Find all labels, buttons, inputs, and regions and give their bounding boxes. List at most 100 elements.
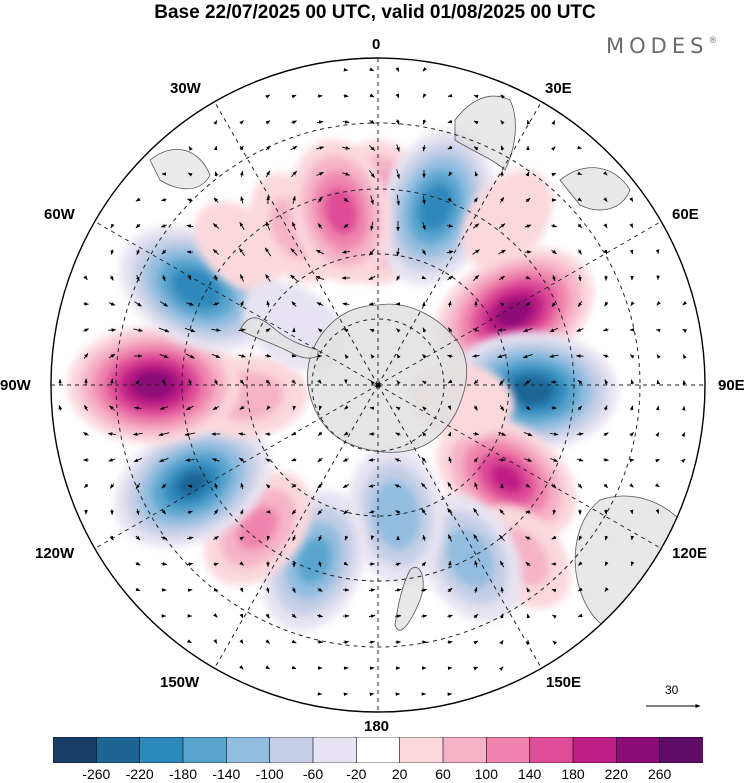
wind-vector <box>214 171 219 177</box>
wind-vector <box>159 353 169 359</box>
wind-vector <box>603 327 609 332</box>
wind-vector <box>266 535 271 541</box>
wind-vector <box>577 483 583 489</box>
wind-vector <box>341 250 350 254</box>
wind-vector <box>213 639 218 644</box>
wind-vector <box>186 198 193 203</box>
wind-vector <box>291 639 297 644</box>
wind-vector <box>238 432 246 436</box>
wind-vector <box>132 432 143 436</box>
wind-vector <box>133 406 142 410</box>
wind-vector <box>344 354 349 359</box>
wind-vector <box>473 274 479 282</box>
wind-vector <box>214 482 219 489</box>
wind-vector <box>239 665 244 670</box>
wind-vector <box>473 666 479 671</box>
wind-vector <box>603 405 608 411</box>
wind-vector <box>472 328 480 332</box>
lon-label-180: 180 <box>364 718 390 735</box>
wind-vector <box>421 561 427 567</box>
wind-vector <box>422 222 426 231</box>
wind-vector <box>368 302 375 306</box>
wind-vector <box>290 274 298 282</box>
wind-vector <box>522 353 533 359</box>
wind-vector <box>213 509 219 515</box>
wind-vector <box>448 171 453 177</box>
wind-vector <box>603 354 609 359</box>
wind-vector <box>499 379 505 385</box>
wind-vector <box>265 613 270 619</box>
wind-vector <box>577 587 583 592</box>
wind-vector <box>552 614 557 619</box>
wind-vectors <box>58 67 688 697</box>
anomaly-contour <box>131 369 177 401</box>
wind-vector <box>213 120 218 125</box>
colorbar-swatch <box>269 737 314 763</box>
wind-vector <box>316 172 324 176</box>
wind-vector <box>317 457 323 463</box>
wind-vector <box>577 197 583 202</box>
wind-vector <box>186 405 194 411</box>
colorbar-swatch <box>96 737 141 763</box>
colorbar-swatch <box>399 737 444 763</box>
wind-vector <box>422 67 427 72</box>
wind-vector <box>160 223 167 228</box>
wind-vector <box>109 483 115 489</box>
wind-vector <box>343 431 349 436</box>
wind-vector <box>291 457 297 462</box>
wind-vector <box>318 535 323 542</box>
wind-vector <box>214 274 219 281</box>
wind-vector <box>133 457 143 463</box>
wind-vector <box>265 273 271 282</box>
wind-vector <box>83 328 89 333</box>
wind-vector <box>213 379 218 386</box>
wind-vector <box>629 354 635 359</box>
anomaly-blob <box>461 169 553 270</box>
wind-vector <box>161 509 167 515</box>
wind-vector <box>291 431 297 436</box>
wind-vector <box>577 379 583 385</box>
wind-vector <box>160 301 169 307</box>
wind-vector <box>447 587 453 593</box>
wind-vector <box>133 328 143 332</box>
wind-vector <box>576 458 584 462</box>
wind-vector <box>629 197 634 202</box>
wind-vector <box>136 274 140 282</box>
wind-vector <box>603 223 608 229</box>
wind-vector <box>135 509 140 516</box>
wind-vector <box>447 614 453 619</box>
wind-vector <box>369 640 375 645</box>
modes-logo: MODES® <box>606 34 718 58</box>
wind-vector <box>396 353 401 359</box>
wind-vector <box>473 120 479 125</box>
wind-vector <box>396 169 400 179</box>
wind-vector <box>211 328 221 332</box>
wind-vector <box>187 562 194 567</box>
wind-vector <box>551 535 557 540</box>
wind-vector <box>421 508 427 516</box>
anomaly-contour <box>418 183 454 232</box>
wind-vector <box>317 613 324 618</box>
wind-vector <box>629 483 634 488</box>
wind-vector <box>448 560 452 567</box>
wind-vector <box>473 457 478 463</box>
wind-vector <box>656 301 661 306</box>
wind-vector <box>446 250 454 254</box>
wind-vector <box>161 562 168 566</box>
wind-vector <box>422 144 426 152</box>
wind-vector <box>500 94 505 99</box>
colorbar-swatch <box>226 737 271 763</box>
colorbar-swatch <box>312 737 358 763</box>
wind-vector <box>83 432 89 437</box>
wind-vector <box>290 170 298 178</box>
lon-label-90e: 90E <box>718 377 745 394</box>
wind-vector <box>369 666 375 671</box>
wind-vector <box>524 379 531 385</box>
wind-vector <box>630 379 635 385</box>
wind-vector <box>291 665 297 670</box>
wind-vector <box>447 224 454 228</box>
colorbar-swatch <box>53 737 98 763</box>
wind-vector <box>316 302 324 306</box>
wind-vector <box>421 249 426 256</box>
wind-vector <box>656 354 661 359</box>
